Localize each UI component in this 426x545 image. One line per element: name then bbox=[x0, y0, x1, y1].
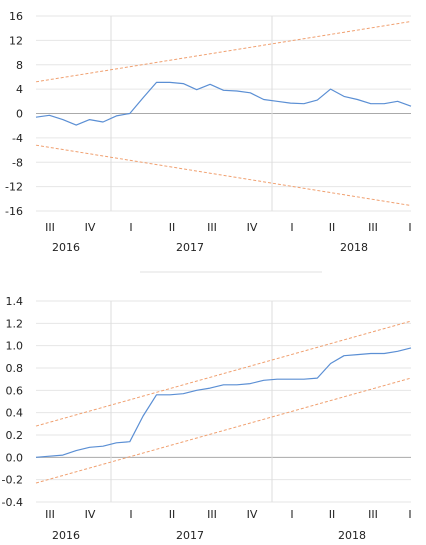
y-tick-label: 1.4 bbox=[6, 295, 24, 308]
y-tick-label: 4 bbox=[16, 83, 23, 96]
x-quarter-label: IV bbox=[85, 508, 96, 521]
y-tick-label: -0.4 bbox=[2, 496, 23, 509]
x-quarter-label: III bbox=[207, 221, 217, 234]
x-quarter-label: I bbox=[129, 508, 132, 521]
x-quarter-label: II bbox=[329, 508, 336, 521]
x-quarter-label: IV bbox=[85, 221, 96, 234]
y-tick-label: 12 bbox=[9, 34, 23, 47]
y-tick-label: -16 bbox=[5, 205, 23, 218]
y-tick-label: 0.8 bbox=[6, 362, 24, 375]
x-quarter-label: II bbox=[169, 221, 176, 234]
upper-band-line bbox=[35, 320, 412, 427]
x-year-label: 2016 bbox=[52, 241, 80, 254]
x-quarter-label: III bbox=[45, 508, 55, 521]
x-quarter-label: I bbox=[290, 221, 293, 234]
x-quarter-label: I bbox=[290, 508, 293, 521]
lower-band-line bbox=[35, 377, 412, 484]
y-tick-label: -0.2 bbox=[2, 474, 23, 487]
y-tick-label: -4 bbox=[12, 132, 23, 145]
y-tick-label: 1.2 bbox=[6, 317, 24, 330]
x-year-label: 2016 bbox=[52, 529, 80, 542]
y-tick-label: 0.0 bbox=[6, 451, 24, 464]
x-quarter-label: I bbox=[408, 508, 411, 521]
y-tick-label: 8 bbox=[16, 59, 23, 72]
y-tick-label: -8 bbox=[12, 156, 23, 169]
x-quarter-label: IV bbox=[247, 221, 258, 234]
x-quarter-label: III bbox=[368, 221, 378, 234]
y-tick-label: 0.4 bbox=[6, 407, 24, 420]
y-tick-label: 16 bbox=[9, 10, 23, 23]
x-quarter-label: I bbox=[408, 221, 411, 234]
x-year-label: 2017 bbox=[176, 529, 204, 542]
y-tick-label: -12 bbox=[5, 181, 23, 194]
x-quarter-label: II bbox=[169, 508, 176, 521]
x-quarter-label: III bbox=[207, 508, 217, 521]
x-quarter-label: III bbox=[368, 508, 378, 521]
lower-band-line bbox=[35, 144, 412, 207]
x-year-label: 2018 bbox=[338, 529, 366, 542]
x-year-label: 2018 bbox=[340, 241, 368, 254]
x-quarter-label: III bbox=[45, 221, 55, 234]
x-quarter-label: II bbox=[329, 221, 336, 234]
x-quarter-label: I bbox=[129, 221, 132, 234]
x-quarter-label: IV bbox=[247, 508, 258, 521]
series-line bbox=[35, 81, 412, 126]
series-line bbox=[35, 347, 412, 458]
y-tick-label: 0.6 bbox=[6, 384, 24, 397]
y-tick-label: 1.0 bbox=[6, 340, 24, 353]
y-tick-label: 0.2 bbox=[6, 429, 24, 442]
upper-band-line bbox=[35, 20, 412, 83]
y-tick-label: 0 bbox=[16, 108, 23, 121]
x-year-label: 2017 bbox=[176, 241, 204, 254]
